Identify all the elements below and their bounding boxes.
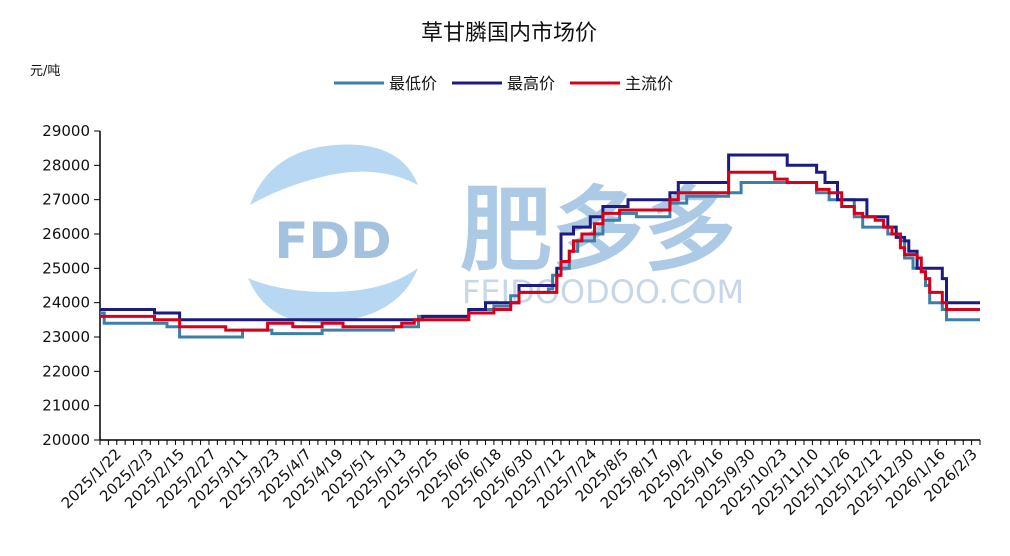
y-tick-label: 20000 <box>42 431 90 449</box>
y-tick-label: 28000 <box>42 156 90 174</box>
chart-title: 草甘膦国内市场价 <box>421 21 597 46</box>
y-tick-label: 23000 <box>42 328 90 346</box>
y-tick-label: 22000 <box>42 362 90 380</box>
legend-label-main: 主流价 <box>625 74 673 93</box>
y-tick-label: 21000 <box>42 397 90 415</box>
legend-item-low: 最低价 <box>334 74 437 93</box>
y-tick-label: 25000 <box>42 259 90 277</box>
legend-item-high: 最高价 <box>452 74 555 93</box>
series-line-low <box>100 181 980 339</box>
fdd-logo-icon: FDD <box>248 144 418 324</box>
watermark: FDD 肥多多 FEIDOODOO.COM <box>248 144 744 324</box>
watermark-logo-text: FDD <box>274 212 391 270</box>
legend: 最低价 最高价 主流价 <box>334 74 673 93</box>
series-line-high <box>100 153 980 322</box>
legend-item-main: 主流价 <box>570 74 673 93</box>
series-lines <box>100 153 980 339</box>
x-axis: 2025/1/222025/2/32025/2/152025/2/272025/… <box>58 439 981 519</box>
y-axis: 20000 21000 22000 23000 24000 25000 26000 27000… <box>42 122 101 449</box>
y-tick-label: 26000 <box>42 225 90 243</box>
legend-label-low: 最低价 <box>389 74 437 93</box>
y-tick-label: 24000 <box>42 294 90 312</box>
series-line-main <box>100 170 980 332</box>
y-tick-label: 29000 <box>42 122 90 140</box>
y-axis-unit-label: 元/吨 <box>30 64 60 79</box>
legend-label-high: 最高价 <box>507 74 555 93</box>
y-tick-label: 27000 <box>42 191 90 209</box>
